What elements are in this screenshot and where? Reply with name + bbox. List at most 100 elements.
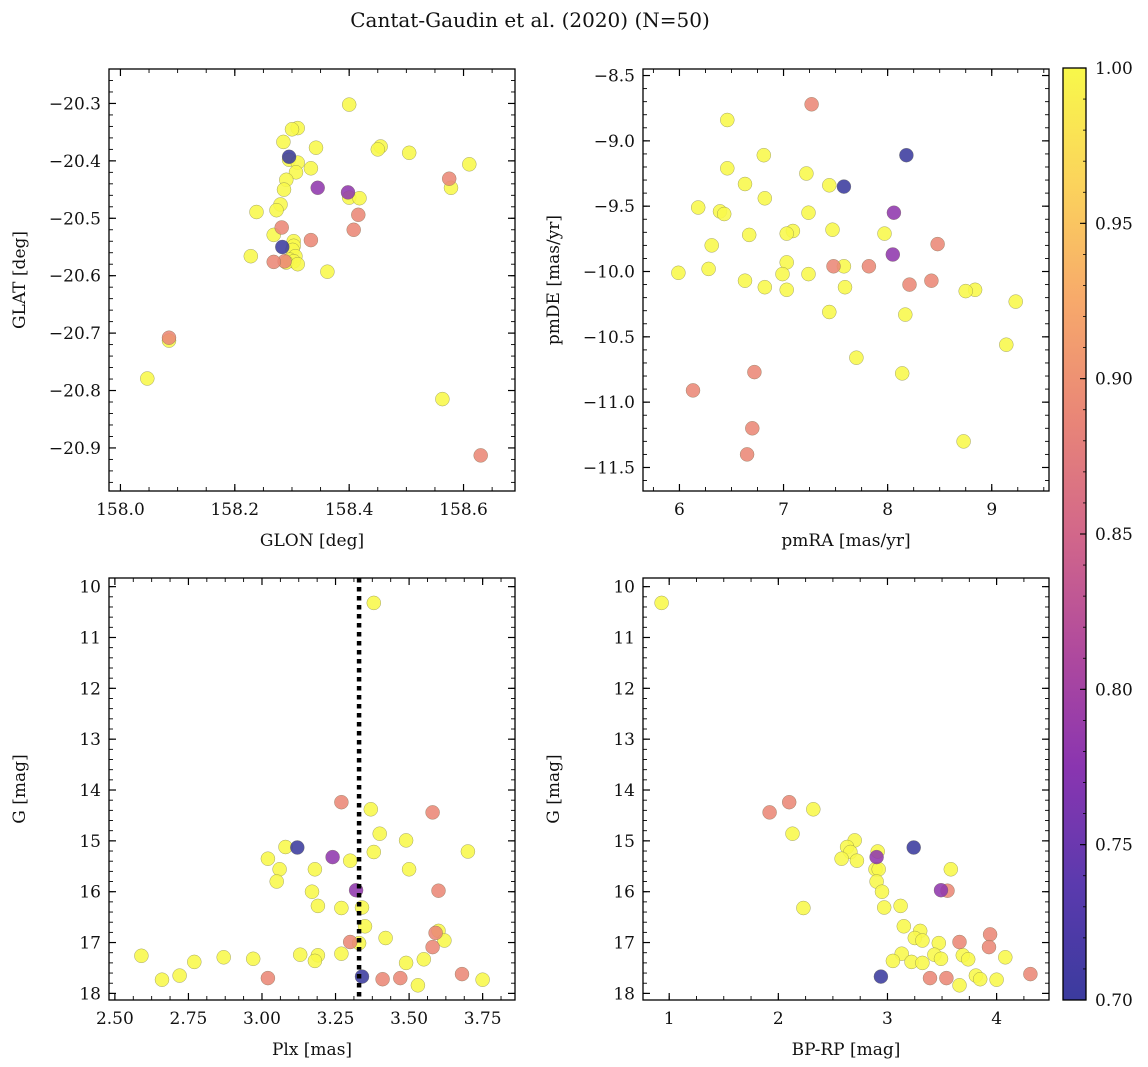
scatter-point <box>290 256 305 272</box>
scatter-point <box>775 266 790 282</box>
colorbar: 0.70 0.75 0.80 0.85 0.90 0.95 1.00 <box>1062 59 1133 1011</box>
scatter-point <box>134 948 149 964</box>
scatter-point <box>269 874 284 889</box>
scatter-point <box>999 337 1014 352</box>
scatter-point <box>939 970 954 986</box>
y-axis-label: GLAT [deg] <box>10 231 30 329</box>
x-axis-label: pmRA [mas/yr] <box>781 531 910 551</box>
scatter-point <box>998 950 1013 965</box>
scatter-point <box>956 434 971 449</box>
scatter-point <box>410 978 426 993</box>
scatter-point <box>886 205 902 220</box>
scatter-point <box>745 421 760 436</box>
scatter-point <box>398 833 414 848</box>
scatter-point <box>357 919 373 934</box>
scatter-point <box>393 970 408 986</box>
scatter-point <box>915 933 930 948</box>
scatter-point <box>933 882 949 898</box>
x-axis-label: GLON [deg] <box>260 531 364 551</box>
scatter-point <box>671 265 686 281</box>
panel-plx-g: 2.50 2.75 3.00 3.25 3.50 3.75 10 11 12 13 14 15 16 17… <box>10 577 516 1060</box>
scatter-point <box>304 884 320 899</box>
colorbar-tick-label: 0.70 <box>1095 991 1133 1011</box>
scatter-point <box>1023 966 1038 982</box>
scatter-point <box>922 970 938 986</box>
x-tick-label: 158.2 <box>210 500 259 520</box>
scatter-points <box>140 97 488 463</box>
panel-glon-glat: 158.0 158.2 158.4 158.6 −20.3 −20.4 −20.5 −20.6… <box>10 68 516 551</box>
scatter-point <box>441 171 457 186</box>
y-tick-label: −20.3 <box>49 94 101 114</box>
scatter-point <box>272 862 287 877</box>
plot-area <box>643 578 1049 1000</box>
x-tick-label: 158.4 <box>325 500 374 520</box>
y-tick-label: −20.5 <box>49 209 101 229</box>
y-axis-label: G [mag] <box>10 754 30 823</box>
scatter-point <box>737 176 753 192</box>
scatter-point <box>837 279 853 295</box>
scatter-point <box>352 190 367 206</box>
scatter-point <box>281 149 297 165</box>
scatter-point <box>275 239 290 255</box>
axes-frame <box>642 577 1050 1001</box>
axis-ticks: 6 7 8 9 −8.5 −9.0 −9.5 −10.0 −10.5 −11.0 −11.5 <box>583 67 1049 520</box>
scatter-point <box>378 930 393 946</box>
x-tick-label: 2.75 <box>170 1009 208 1029</box>
scatter-point <box>425 805 440 820</box>
scatter-point <box>898 307 913 322</box>
y-tick-label: −9.0 <box>594 132 635 152</box>
y-tick-label: −8.5 <box>594 67 635 87</box>
scatter-point <box>454 966 470 982</box>
x-tick-label: 3 <box>882 1009 893 1029</box>
scatter-point <box>428 925 443 941</box>
x-axis-label: BP-RP [mag] <box>792 1040 901 1060</box>
plot-area <box>109 69 515 491</box>
colorbar-tick-label: 0.90 <box>1095 370 1133 390</box>
scatter-point <box>366 844 382 860</box>
x-tick-label: 4 <box>991 1009 1002 1029</box>
plot-area <box>109 578 515 1000</box>
colorbar-tick-label: 0.95 <box>1095 214 1133 234</box>
scatter-point <box>307 862 323 877</box>
scatter-point <box>806 802 821 817</box>
scatter-point <box>930 236 945 252</box>
y-tick-label: 14 <box>79 781 101 801</box>
axis-ticks: 158.0 158.2 158.4 158.6 −20.3 −20.4 −20.5 −20.6… <box>49 68 515 520</box>
x-tick-label: 158.6 <box>439 500 488 520</box>
scatter-point <box>704 238 719 253</box>
scatter-point <box>354 969 370 984</box>
scatter-point <box>308 140 324 155</box>
scatter-point <box>779 226 794 241</box>
scatter-point <box>762 805 777 820</box>
scatter-point <box>288 165 304 180</box>
scatter-point <box>187 954 202 970</box>
scatter-point <box>896 919 912 934</box>
scatter-point <box>342 934 358 950</box>
scatter-point <box>822 178 837 193</box>
y-tick-label: 18 <box>613 984 635 1004</box>
scatter-point <box>276 134 291 150</box>
scatter-point <box>747 364 762 380</box>
scatter-point <box>825 222 840 237</box>
scatter-point <box>341 97 357 112</box>
x-tick-label: 1 <box>664 1009 675 1029</box>
x-tick-label: 2 <box>773 1009 784 1029</box>
scatter-point <box>952 934 967 950</box>
scatter-point <box>654 595 669 611</box>
y-tick-label: 17 <box>613 934 635 954</box>
scatter-point <box>972 971 988 987</box>
scatter-point <box>885 953 901 969</box>
y-tick-label: 11 <box>613 628 635 648</box>
scatter-point <box>292 947 308 962</box>
axis-ticks: 2.50 2.75 3.00 3.25 3.50 3.75 10 11 12 13 14 15 16 17… <box>79 578 515 1029</box>
y-tick-label: −20.4 <box>49 152 101 172</box>
scatter-point <box>796 900 811 916</box>
x-tick-label: 3.50 <box>390 1009 428 1029</box>
scatter-point <box>874 884 890 899</box>
y-tick-label: 12 <box>613 679 635 699</box>
scatter-point <box>952 978 967 993</box>
scatter-point <box>260 970 276 986</box>
y-tick-label: 11 <box>79 628 101 648</box>
